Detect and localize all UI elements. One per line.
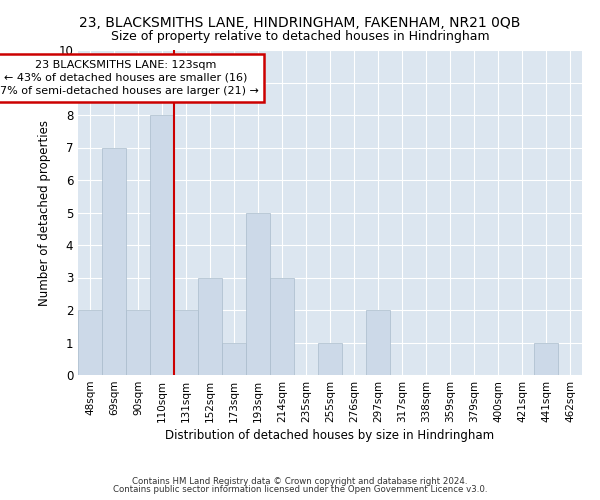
Bar <box>534 342 558 375</box>
Bar <box>270 278 294 375</box>
Text: Size of property relative to detached houses in Hindringham: Size of property relative to detached ho… <box>110 30 490 43</box>
Bar <box>150 115 174 375</box>
Text: 23 BLACKSMITHS LANE: 123sqm
← 43% of detached houses are smaller (16)
57% of sem: 23 BLACKSMITHS LANE: 123sqm ← 43% of det… <box>0 60 259 96</box>
Text: Contains public sector information licensed under the Open Government Licence v3: Contains public sector information licen… <box>113 485 487 494</box>
Bar <box>246 212 270 375</box>
Text: Contains HM Land Registry data © Crown copyright and database right 2024.: Contains HM Land Registry data © Crown c… <box>132 477 468 486</box>
Bar <box>102 148 126 375</box>
Bar <box>126 310 150 375</box>
Bar <box>318 342 342 375</box>
Bar <box>366 310 390 375</box>
Text: 23, BLACKSMITHS LANE, HINDRINGHAM, FAKENHAM, NR21 0QB: 23, BLACKSMITHS LANE, HINDRINGHAM, FAKEN… <box>79 16 521 30</box>
Bar <box>78 310 102 375</box>
Bar <box>198 278 222 375</box>
X-axis label: Distribution of detached houses by size in Hindringham: Distribution of detached houses by size … <box>166 429 494 442</box>
Bar <box>222 342 246 375</box>
Y-axis label: Number of detached properties: Number of detached properties <box>38 120 52 306</box>
Bar <box>174 310 198 375</box>
